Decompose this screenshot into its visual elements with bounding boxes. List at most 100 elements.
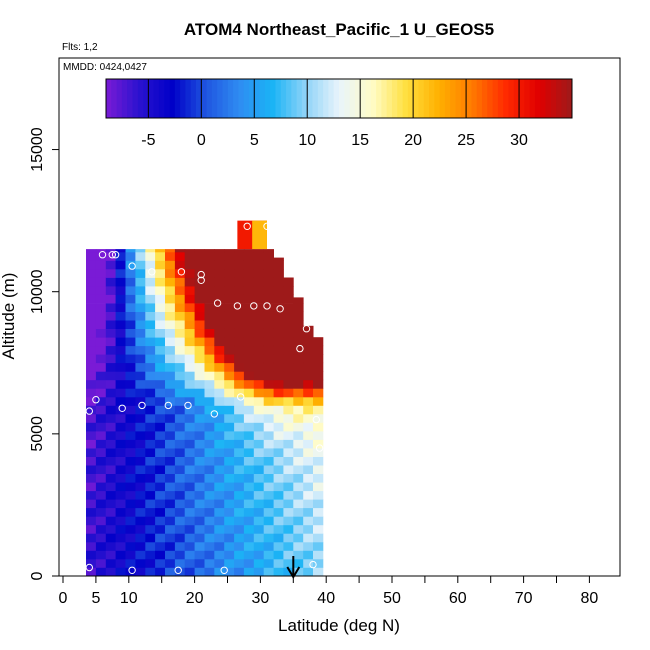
heatmap-cell: [263, 249, 274, 253]
heatmap-cell: [224, 269, 235, 278]
heatmap-cell: [184, 354, 195, 364]
sample-point: [220, 566, 228, 574]
heatmap-cell: [283, 286, 294, 295]
heatmap-cell: [165, 286, 176, 295]
heatmap-cell: [95, 541, 107, 551]
heatmap-cell: [204, 371, 215, 381]
heatmap-cell: [135, 482, 146, 492]
heatmap-cell: [165, 303, 176, 312]
heatmap-cell: [253, 311, 265, 321]
heatmap-cell: [224, 354, 235, 364]
plot-frame: [58, 57, 621, 577]
sample-point: [250, 302, 258, 310]
heatmap-cell: [155, 431, 166, 440]
heatmap-cell: [125, 482, 136, 492]
heatmap-cell: [135, 337, 146, 347]
heatmap-cell: [273, 388, 284, 398]
heatmap-cell: [194, 473, 205, 483]
heatmap-cell: [214, 405, 225, 415]
heatmap-cell: [214, 294, 225, 304]
heatmap-cell: [234, 465, 245, 474]
heatmap-cell: [95, 482, 107, 492]
heatmap-cell: [125, 269, 136, 278]
heatmap-cell: [224, 541, 235, 551]
heatmap-cell: [115, 516, 126, 526]
colorbar-swatch: [164, 79, 170, 118]
heatmap-cell: [204, 541, 215, 551]
heatmap-cell: [224, 260, 235, 270]
colorbar-swatch: [524, 79, 531, 118]
heatmap-cell: [165, 431, 176, 440]
heatmap-cell: [135, 448, 146, 457]
colorbar-swatch: [169, 79, 176, 118]
heatmap-cell: [283, 303, 294, 312]
heatmap-cell: [234, 345, 245, 355]
heatmap-cell: [174, 482, 186, 492]
heatmap-cell: [243, 405, 255, 415]
heatmap-cell: [313, 431, 324, 440]
sample-point: [118, 404, 126, 412]
heatmap-cell: [125, 371, 136, 381]
heatmap-cell: [234, 567, 245, 577]
heatmap-cell: [293, 320, 304, 329]
heatmap-cell: [253, 362, 265, 372]
heatmap-cell: [263, 260, 274, 270]
colorbar-swatch: [254, 79, 260, 118]
heatmap-cell: [86, 431, 97, 440]
heatmap-cell: [125, 320, 136, 329]
heatmap-cell: [283, 328, 294, 338]
colorbar-swatch: [158, 79, 165, 118]
heatmap-cell: [115, 328, 126, 338]
heatmap-cell: [155, 524, 166, 534]
heatmap-cell: [95, 249, 107, 253]
colorbar-swatch: [529, 79, 536, 118]
colorbar-swatch: [196, 79, 202, 118]
heatmap-cell: [95, 533, 107, 543]
heatmap-cell: [86, 371, 97, 381]
heatmap-cell: [174, 413, 186, 423]
heatmap-cell: [273, 439, 284, 449]
heatmap-cell: [243, 448, 255, 457]
colorbar-swatch: [270, 79, 276, 118]
heatmap-cell: [293, 297, 304, 304]
heatmap-cell: [155, 345, 166, 355]
upper-block: [237, 220, 267, 250]
colorbar-swatch: [492, 79, 499, 118]
heatmap-cell: [174, 533, 186, 543]
heatmap-cell: [273, 448, 284, 457]
heatmap-cell: [86, 354, 97, 364]
heatmap-cell: [105, 456, 117, 466]
heatmap-cell: [224, 422, 235, 432]
heatmap-cell: [184, 431, 195, 440]
heatmap-cell: [263, 448, 274, 457]
heatmap-cell: [303, 431, 314, 440]
heatmap-cell: [253, 465, 265, 474]
heatmap-cell: [273, 456, 284, 466]
y-axis: 0 5000 10000 15000: [29, 127, 59, 580]
heatmap-cell: [303, 354, 314, 364]
heatmap-cell: [135, 567, 146, 577]
heatmap-cell: [194, 286, 205, 295]
heatmap-cell: [303, 473, 314, 483]
heatmap-cell: [184, 550, 195, 560]
heatmap-cell: [174, 269, 186, 278]
heatmap-cell: [243, 490, 255, 500]
heatmap-cell: [155, 277, 166, 287]
heatmap-cell: [86, 337, 97, 347]
colorbar-swatch: [222, 79, 229, 118]
heatmap-cell: [95, 251, 107, 261]
heatmap-cell: [145, 499, 156, 509]
heatmap-cell: [273, 516, 284, 526]
heatmap-cell: [204, 413, 215, 423]
heatmap-cell: [313, 448, 324, 457]
x-tick-label: 40: [317, 590, 335, 607]
heatmap-cell: [86, 448, 97, 457]
heatmap-cell: [293, 541, 304, 551]
heatmap-cell: [105, 499, 117, 509]
heatmap-cell: [243, 260, 255, 270]
heatmap-cell: [115, 260, 126, 270]
colorbar-swatch: [439, 79, 446, 118]
heatmap-cell: [115, 269, 126, 278]
heatmap-cell: [125, 499, 136, 509]
heatmap-cell: [263, 499, 274, 509]
